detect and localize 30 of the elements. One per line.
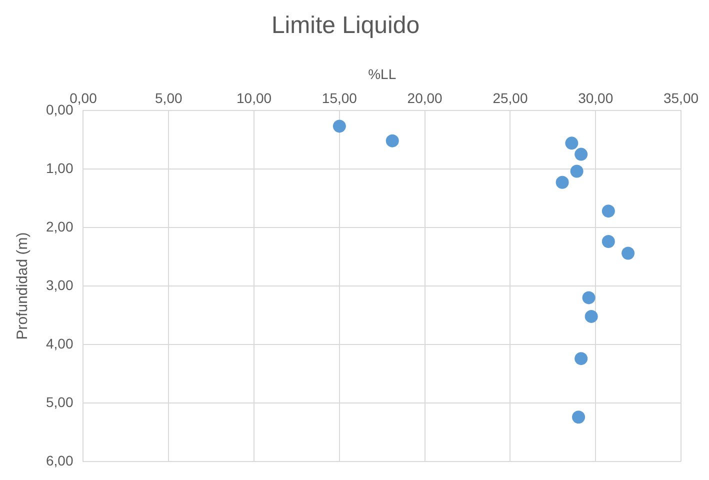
x-tick-label: 35,00 xyxy=(663,90,699,106)
point xyxy=(386,134,399,148)
x-tick-label: 0,00 xyxy=(70,90,98,106)
point xyxy=(572,410,586,424)
x-tick-label: 25,00 xyxy=(492,90,528,106)
point xyxy=(582,291,596,304)
y-tick-label: 5,00 xyxy=(46,394,74,410)
point xyxy=(602,204,615,218)
chart-title: Limite Liquido xyxy=(271,12,420,40)
y-tick-label: 3,00 xyxy=(46,276,74,293)
point xyxy=(570,164,584,178)
point xyxy=(556,176,569,189)
point xyxy=(574,352,588,366)
x-tick-label: 10,00 xyxy=(236,90,272,106)
y-tick-label: 6,00 xyxy=(46,452,74,468)
y-tick-label: 2,00 xyxy=(46,218,74,234)
x-tick-label: 20,00 xyxy=(407,90,443,106)
point xyxy=(332,120,346,133)
y-axis-title: Profundidad (m) xyxy=(14,232,32,340)
y-tick-label: 4,00 xyxy=(46,335,74,352)
x-tick-label: 30,00 xyxy=(578,90,614,106)
point xyxy=(602,235,615,248)
x-tick-label: 5,00 xyxy=(155,90,182,106)
point xyxy=(584,310,598,323)
point xyxy=(622,246,635,260)
point xyxy=(565,136,578,150)
x-tick-label: 15,00 xyxy=(322,90,358,106)
x-axis-title: %LL xyxy=(368,66,396,82)
point xyxy=(574,148,588,161)
y-tick-label: 1,00 xyxy=(46,160,74,176)
